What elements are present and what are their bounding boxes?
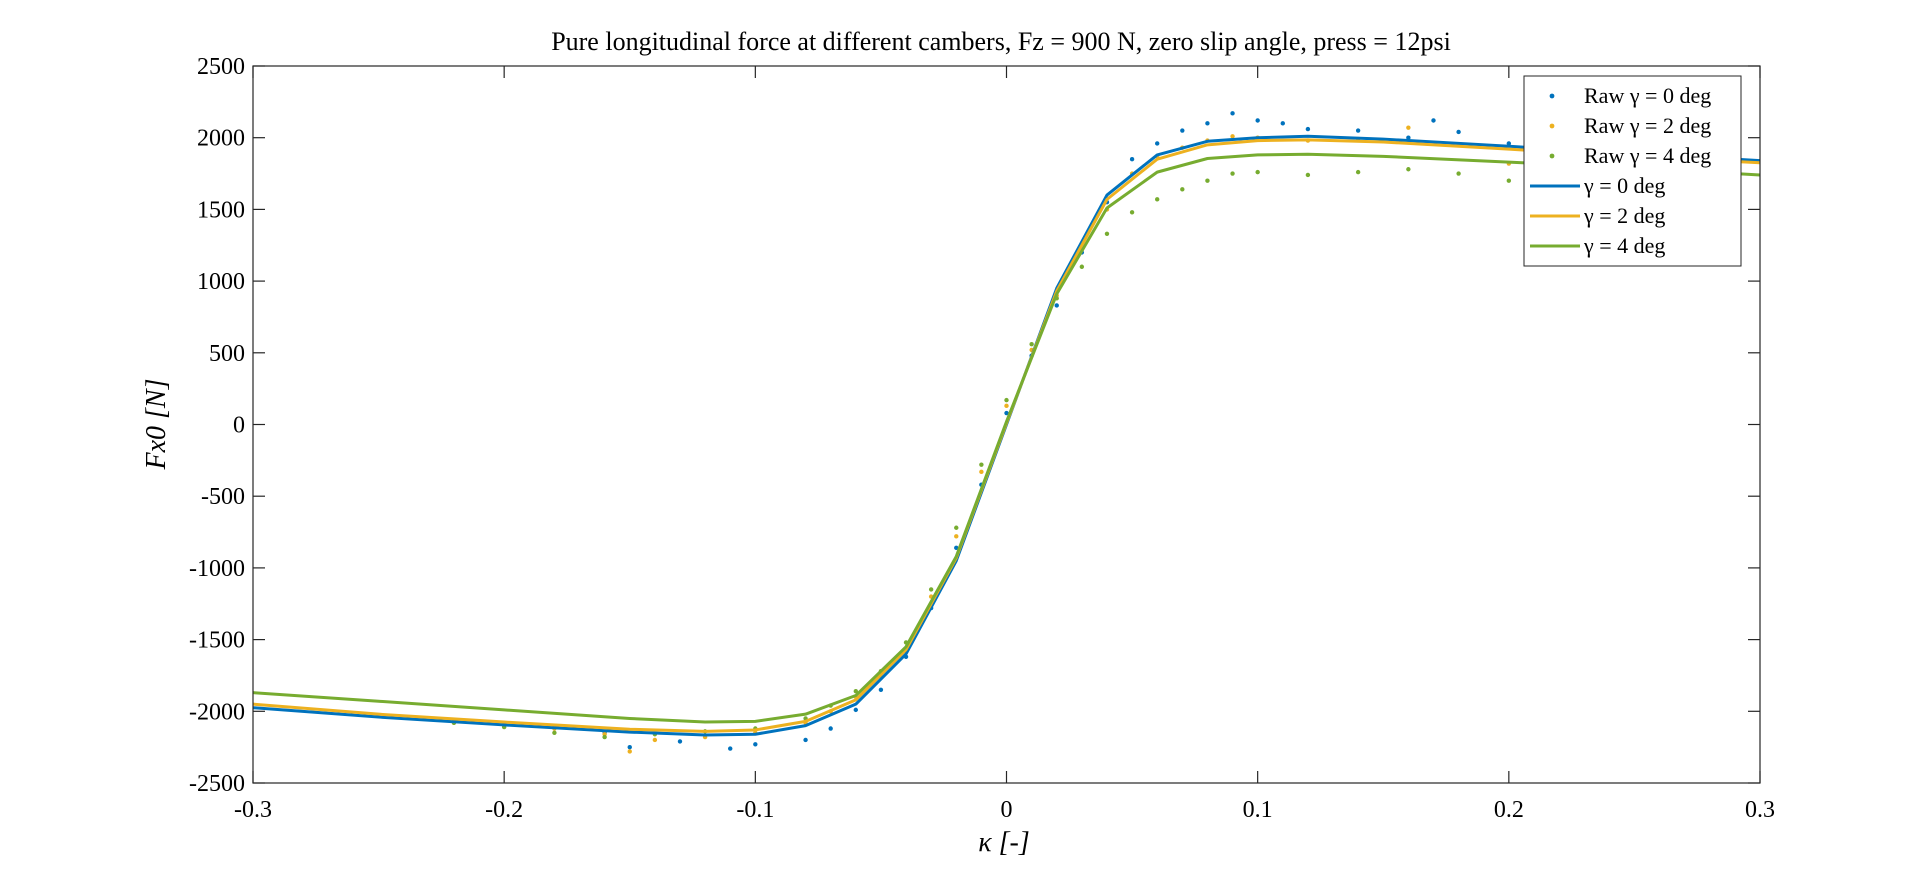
y-tick-label: 2000 bbox=[197, 126, 245, 152]
y-tick-label: 2500 bbox=[197, 54, 245, 80]
x-axis-label: κ [-] bbox=[978, 827, 1030, 858]
data-point-series-2 bbox=[1079, 264, 1085, 269]
x-tick-label: 0.2 bbox=[1494, 797, 1524, 823]
data-point-series-1 bbox=[1406, 125, 1411, 130]
data-point-series-2 bbox=[602, 734, 607, 740]
y-tick-label: 1500 bbox=[197, 197, 245, 223]
data-point-series-0 bbox=[1004, 410, 1009, 416]
chart-title: Pure longitudinal force at different cam… bbox=[551, 27, 1451, 56]
data-point-series-2 bbox=[552, 730, 557, 736]
data-point-series-0 bbox=[853, 707, 858, 713]
data-point-series-0 bbox=[627, 744, 632, 750]
legend-entry-label: Raw γ = 4 deg bbox=[1584, 143, 1711, 168]
data-point-series-2 bbox=[1230, 171, 1235, 176]
data-point-series-0 bbox=[677, 739, 683, 744]
x-tick-label: -0.1 bbox=[736, 797, 774, 823]
legend-marker bbox=[1549, 93, 1555, 99]
data-point-series-2 bbox=[928, 587, 934, 592]
data-point-series-2 bbox=[1456, 171, 1461, 176]
chart-marks bbox=[252, 111, 1761, 754]
data-point-series-0 bbox=[803, 737, 808, 743]
data-point-series-2 bbox=[1506, 178, 1512, 183]
x-tick-label: 0 bbox=[1001, 797, 1013, 823]
data-point-series-0 bbox=[1230, 111, 1235, 116]
data-point-series-2 bbox=[1029, 342, 1034, 347]
legend-marker bbox=[1549, 123, 1555, 129]
data-point-series-2 bbox=[1305, 172, 1311, 178]
data-point-series-0 bbox=[1255, 118, 1260, 123]
data-point-series-0 bbox=[728, 746, 733, 751]
data-point-series-2 bbox=[1004, 397, 1009, 403]
axis-ticks: -0.3 -0.2 -0.1 0 0.1 0.2 0.3 2500 2000 1500 1000 50… bbox=[189, 54, 1775, 823]
data-point-series-2 bbox=[1406, 167, 1411, 172]
series-line-5 bbox=[252, 152, 1761, 724]
legend-entry-label: γ = 0 deg bbox=[1583, 173, 1665, 198]
y-tick-label: 500 bbox=[209, 341, 245, 367]
data-point-series-0 bbox=[1406, 135, 1411, 140]
data-point-series-0 bbox=[1280, 121, 1285, 126]
data-point-series-0 bbox=[1506, 141, 1512, 146]
data-point-series-1 bbox=[1004, 403, 1009, 409]
data-point-series-0 bbox=[1305, 126, 1311, 132]
data-point-series-2 bbox=[1205, 178, 1210, 183]
data-point-series-1 bbox=[979, 469, 984, 475]
x-tick-label: 0.1 bbox=[1243, 797, 1273, 823]
data-point-series-1 bbox=[1230, 134, 1235, 139]
x-tick-label: -0.3 bbox=[234, 797, 272, 823]
data-point-series-2 bbox=[979, 462, 984, 467]
data-point-series-2 bbox=[1255, 169, 1260, 175]
legend: Raw γ = 0 deg Raw γ = 2 deg Raw γ = 4 deg γ… bbox=[1523, 75, 1742, 267]
y-tick-label: -500 bbox=[201, 484, 245, 510]
data-point-series-2 bbox=[853, 689, 858, 694]
y-tick-label: -1500 bbox=[189, 628, 245, 654]
data-point-series-0 bbox=[1180, 128, 1185, 133]
y-tick-label: -2500 bbox=[189, 771, 245, 797]
data-point-series-2 bbox=[1104, 231, 1110, 236]
y-tick-label: 1000 bbox=[197, 269, 245, 295]
legend-marker bbox=[1549, 153, 1555, 159]
y-tick-label: -1000 bbox=[189, 556, 245, 582]
x-tick-label: -0.2 bbox=[485, 797, 523, 823]
data-point-series-0 bbox=[1054, 303, 1059, 308]
data-point-series-2 bbox=[954, 525, 959, 530]
data-point-series-1 bbox=[954, 534, 959, 539]
y-tick-label: -2000 bbox=[189, 699, 245, 725]
x-tick-label: 0.3 bbox=[1745, 797, 1775, 823]
data-point-series-0 bbox=[1355, 128, 1361, 133]
legend-entry-label: Raw γ = 0 deg bbox=[1584, 83, 1711, 108]
data-point-series-0 bbox=[954, 545, 959, 551]
data-point-series-1 bbox=[652, 737, 658, 743]
data-point-series-2 bbox=[1129, 210, 1135, 215]
data-point-series-0 bbox=[753, 742, 758, 747]
data-point-series-0 bbox=[1431, 118, 1436, 123]
data-point-series-0 bbox=[1155, 141, 1160, 146]
legend-entry-label: Raw γ = 2 deg bbox=[1584, 113, 1711, 138]
data-point-series-0 bbox=[828, 726, 833, 731]
legend-entry-label: γ = 4 deg bbox=[1583, 233, 1665, 258]
data-point-series-0 bbox=[1456, 129, 1461, 135]
data-point-series-2 bbox=[1180, 187, 1185, 192]
data-point-series-2 bbox=[1355, 169, 1361, 175]
data-point-series-0 bbox=[878, 687, 884, 692]
legend-entry-label: γ = 2 deg bbox=[1583, 203, 1665, 228]
data-point-series-0 bbox=[1129, 157, 1135, 162]
legend-box bbox=[1523, 75, 1742, 267]
data-point-series-1 bbox=[627, 749, 632, 754]
data-point-series-2 bbox=[1155, 197, 1160, 202]
y-axis-label: Fx0 [N] bbox=[141, 379, 172, 471]
data-point-series-0 bbox=[1205, 121, 1210, 126]
y-tick-label: 0 bbox=[233, 413, 245, 439]
